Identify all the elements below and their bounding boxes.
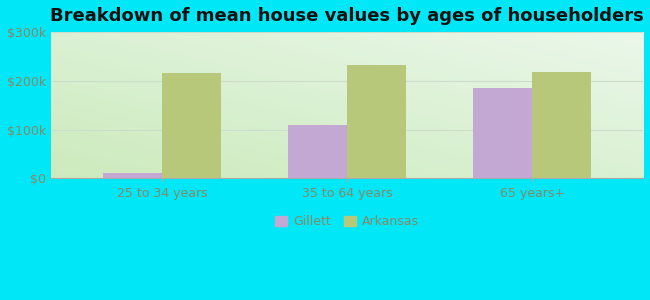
Bar [288,125,347,178]
Bar [162,74,221,178]
Bar [473,88,532,178]
Bar [532,72,592,178]
Bar [288,125,347,178]
Bar [473,88,532,178]
Bar [347,65,406,178]
Bar [103,173,162,178]
Bar [347,65,406,178]
Title: Breakdown of mean house values by ages of householders: Breakdown of mean house values by ages o… [50,7,644,25]
Bar [103,173,162,178]
Legend: Gillett, Arkansas: Gillett, Arkansas [270,211,424,233]
Bar [162,74,221,178]
Bar [532,72,592,178]
